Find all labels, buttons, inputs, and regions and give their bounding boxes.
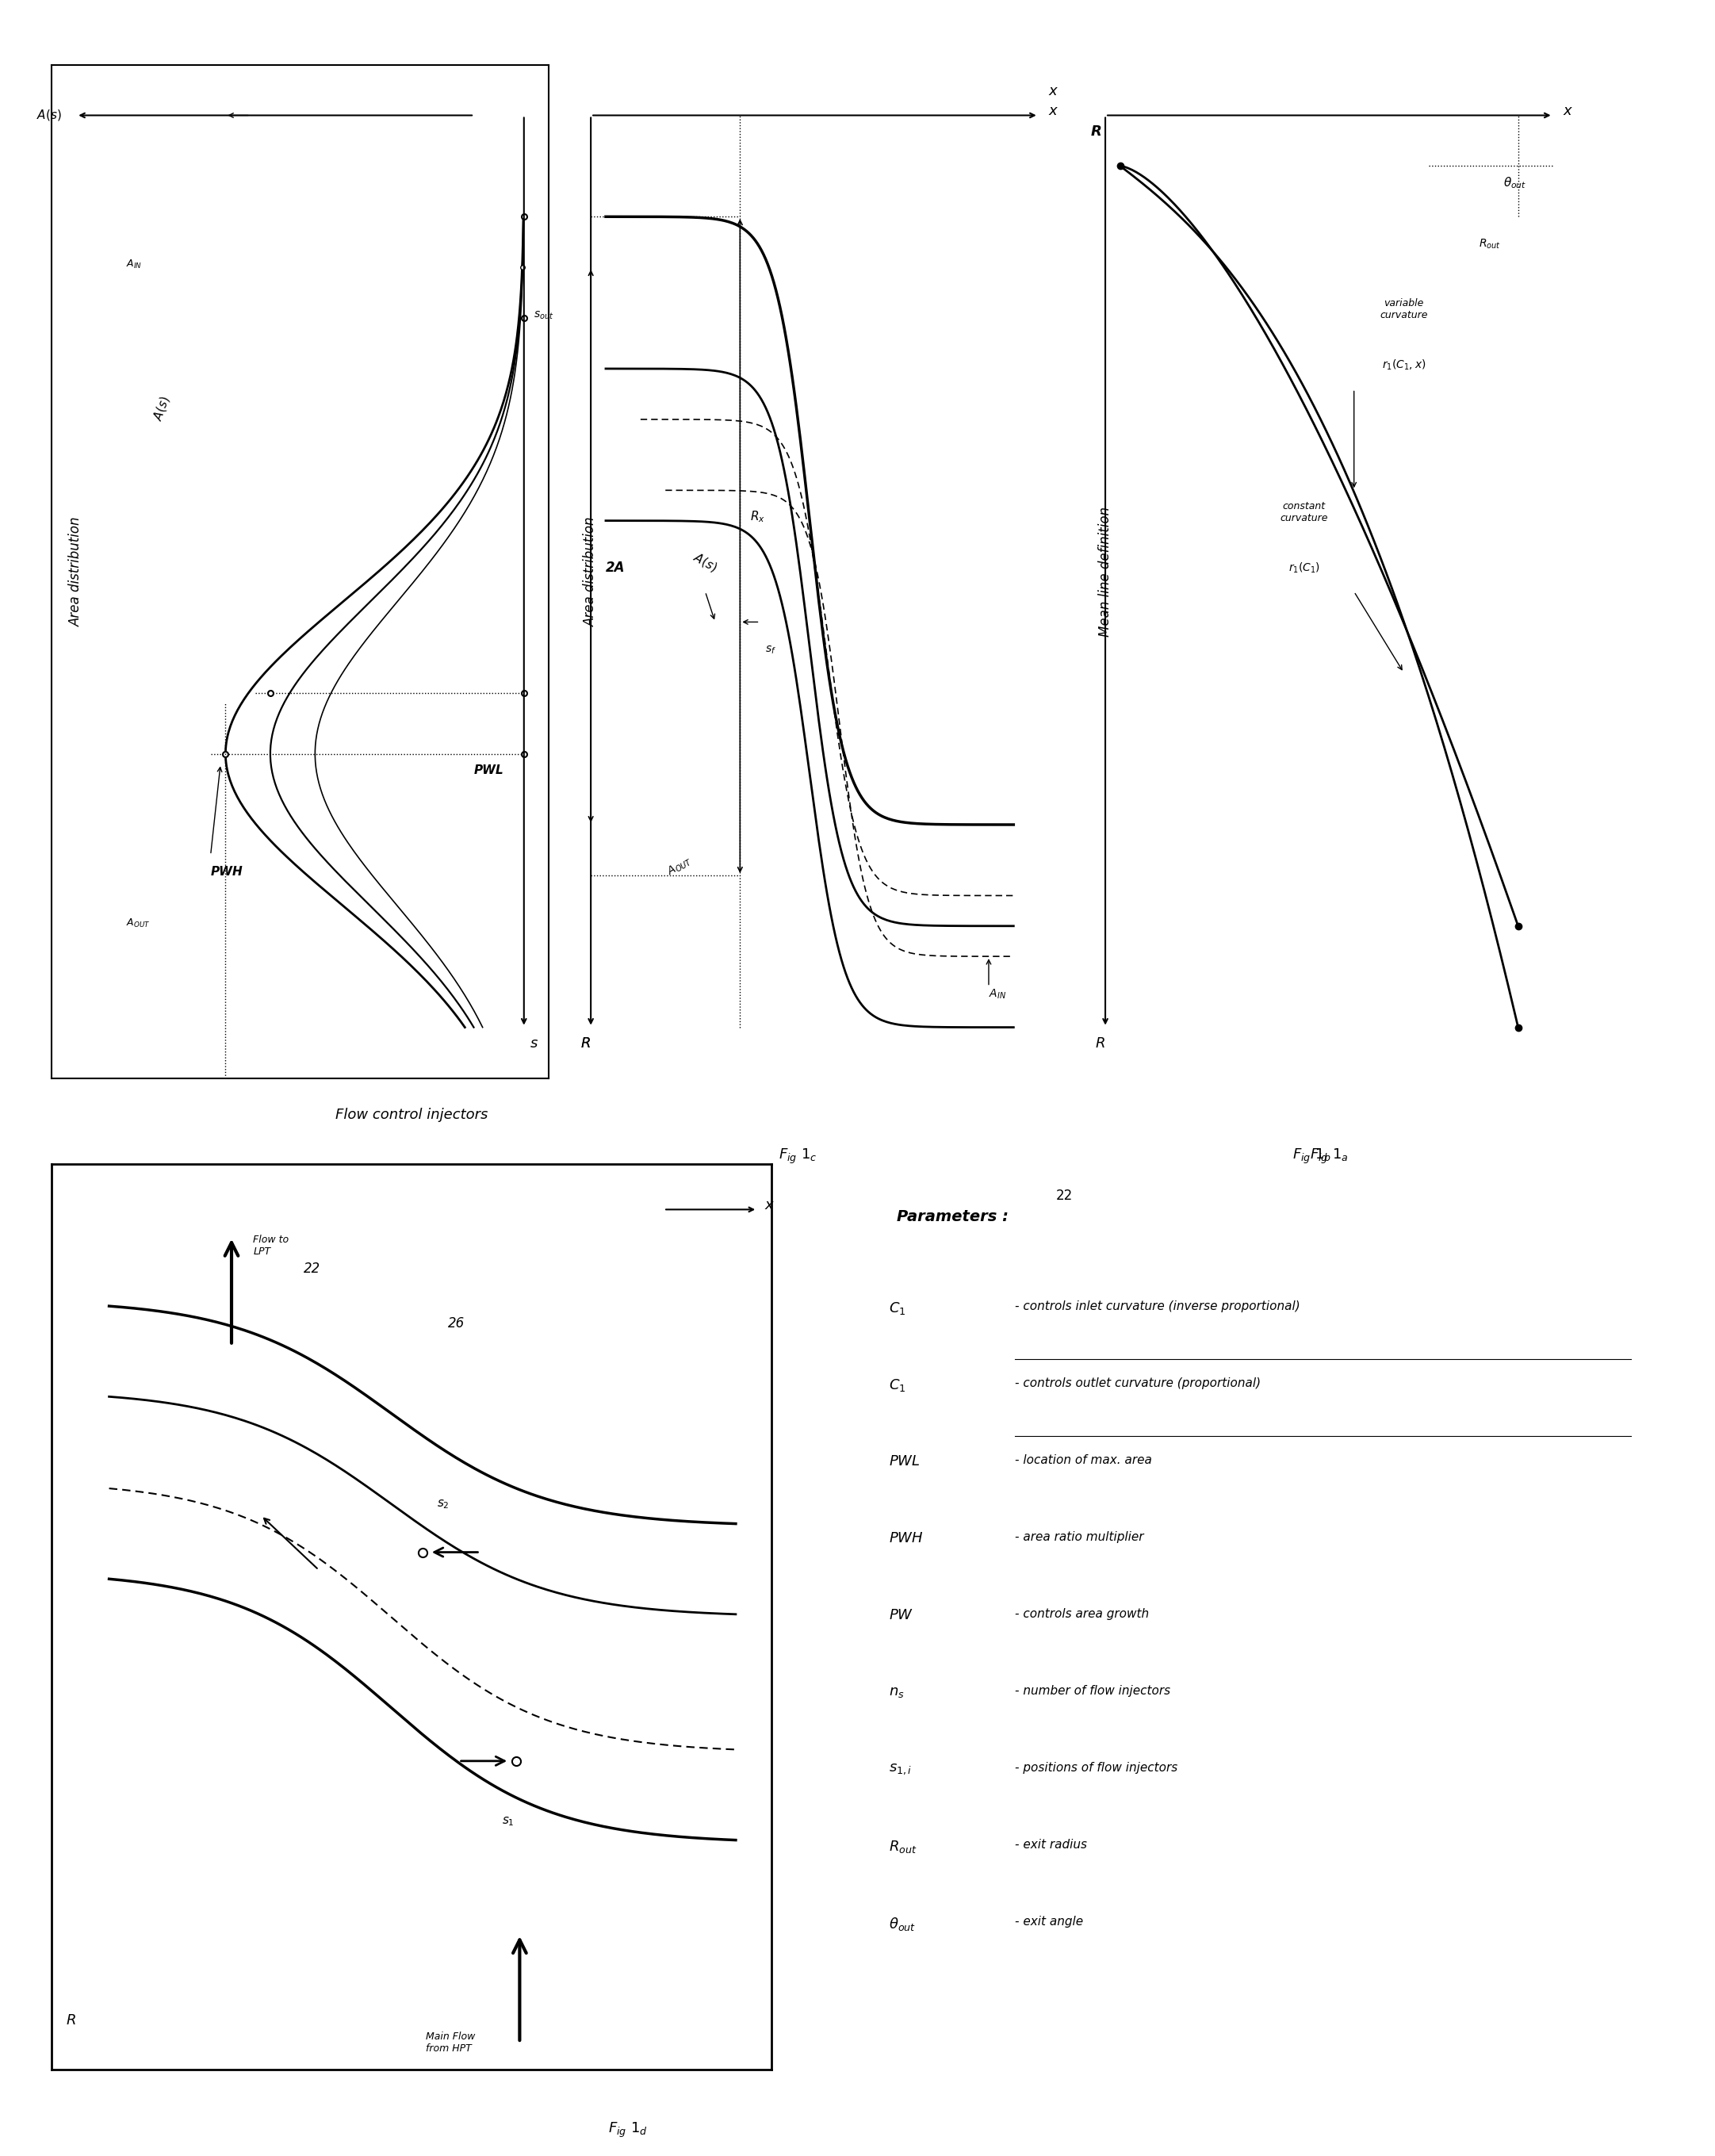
- Text: R: R: [581, 1037, 590, 1050]
- Text: 2A: 2A: [605, 561, 626, 573]
- Text: x: x: [765, 1199, 773, 1212]
- Text: $F_{ig}\ 1_d$: $F_{ig}\ 1_d$: [607, 2122, 648, 2139]
- Text: $s_{1,i}$: $s_{1,i}$: [888, 1761, 912, 1777]
- Text: $C_1$: $C_1$: [888, 1300, 906, 1315]
- Text: 26: 26: [448, 1315, 465, 1330]
- Text: Area distribution: Area distribution: [583, 517, 599, 625]
- Text: PWL: PWL: [473, 765, 504, 776]
- Text: $r_1(C_1, x)$: $r_1(C_1, x)$: [1382, 358, 1425, 373]
- Text: $\theta_{out}$: $\theta_{out}$: [888, 1917, 916, 1932]
- Text: $n_s$: $n_s$: [888, 1686, 906, 1699]
- Text: $R_{out}$: $R_{out}$: [1478, 237, 1501, 250]
- Text: Parameters :: Parameters :: [897, 1210, 1008, 1225]
- Text: $F_{ig}\ 1_a$: $F_{ig}\ 1_a$: [1310, 1147, 1348, 1166]
- Text: $R_x$: $R_x$: [749, 509, 765, 524]
- Text: Flow to
LPT: Flow to LPT: [254, 1235, 288, 1257]
- Text: 22: 22: [304, 1261, 321, 1276]
- Text: 22: 22: [1056, 1188, 1072, 1203]
- Text: $PW$: $PW$: [888, 1608, 914, 1621]
- Text: $PWH$: $PWH$: [888, 1531, 924, 1546]
- Text: $A(s)$: $A(s)$: [36, 108, 62, 123]
- Text: $PWL$: $PWL$: [888, 1453, 921, 1468]
- Text: R: R: [65, 2014, 75, 2027]
- Text: - controls area growth: - controls area growth: [1015, 1608, 1149, 1619]
- Text: Main Flow
from HPT: Main Flow from HPT: [425, 2031, 475, 2055]
- Text: PWH: PWH: [211, 867, 244, 877]
- Text: $s_{out}$: $s_{out}$: [533, 310, 554, 321]
- Text: - controls inlet curvature (inverse proportional): - controls inlet curvature (inverse prop…: [1015, 1300, 1300, 1313]
- Text: - positions of flow injectors: - positions of flow injectors: [1015, 1761, 1178, 1774]
- Text: $A_{IN}$: $A_{IN}$: [988, 987, 1007, 1000]
- Text: - area ratio multiplier: - area ratio multiplier: [1015, 1531, 1144, 1544]
- Text: $A(s)$: $A(s)$: [689, 550, 719, 576]
- Text: s: s: [530, 1037, 537, 1050]
- Text: Area distribution: Area distribution: [69, 517, 84, 625]
- Text: - number of flow injectors: - number of flow injectors: [1015, 1686, 1171, 1697]
- Text: $A(s)$: $A(s)$: [151, 395, 173, 423]
- Text: Mean line definition: Mean line definition: [1098, 507, 1113, 636]
- Text: x: x: [1562, 103, 1571, 119]
- Text: R: R: [1091, 125, 1101, 138]
- Text: $A_{OUT}$: $A_{OUT}$: [127, 916, 151, 929]
- Text: - controls outlet curvature (proportional): - controls outlet curvature (proportiona…: [1015, 1378, 1261, 1388]
- Text: constant
curvature: constant curvature: [1281, 500, 1327, 524]
- Text: $R_{out}$: $R_{out}$: [888, 1839, 918, 1854]
- Text: $s_f$: $s_f$: [765, 645, 775, 655]
- Text: $C_1$: $C_1$: [888, 1378, 906, 1393]
- Text: $F_{ig}\ 1_c$: $F_{ig}\ 1_c$: [779, 1147, 816, 1166]
- Text: - exit radius: - exit radius: [1015, 1839, 1087, 1850]
- Text: variable
curvature: variable curvature: [1381, 298, 1427, 321]
- Text: $s_1$: $s_1$: [502, 1815, 514, 1828]
- Text: $F_{ig}\ 1_b$: $F_{ig}\ 1_b$: [1293, 1147, 1331, 1166]
- Text: R: R: [1096, 1037, 1104, 1050]
- Text: $r_1(C_1)$: $r_1(C_1)$: [1288, 561, 1321, 576]
- Text: $s_2$: $s_2$: [437, 1498, 449, 1511]
- Text: R: R: [581, 1037, 590, 1050]
- Text: - exit angle: - exit angle: [1015, 1917, 1084, 1927]
- Text: $A_{IN}$: $A_{IN}$: [127, 259, 142, 272]
- Text: $\theta_{out}$: $\theta_{out}$: [1502, 175, 1526, 190]
- Text: x: x: [1048, 103, 1056, 119]
- Text: x: x: [1048, 84, 1056, 99]
- Text: - location of max. area: - location of max. area: [1015, 1453, 1152, 1466]
- Text: Flow control injectors: Flow control injectors: [336, 1108, 487, 1121]
- Text: $A_{OUT}$: $A_{OUT}$: [665, 854, 695, 880]
